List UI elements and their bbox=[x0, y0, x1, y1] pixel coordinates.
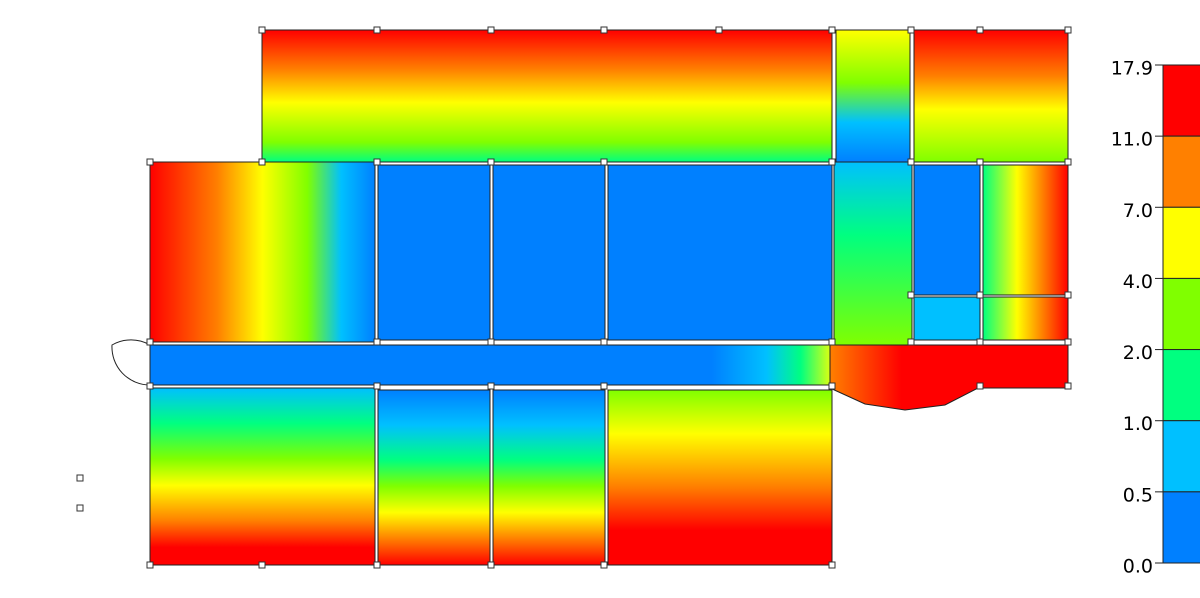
legend-swatch bbox=[1162, 135, 1200, 208]
legend-label: 0.5 bbox=[1123, 484, 1153, 506]
legend-label: 2.0 bbox=[1123, 342, 1153, 364]
legend-label: 0.0 bbox=[1123, 556, 1153, 578]
legend-label: 17.9 bbox=[1111, 58, 1153, 80]
legend-swatch bbox=[1162, 206, 1200, 279]
legend: 17.9 11.0 7.0 4.0 2.0 1.0 0.5 0.0 bbox=[1111, 58, 1200, 578]
floor-plan bbox=[111, 29, 1069, 566]
legend-label: 1.0 bbox=[1123, 413, 1153, 435]
wall-joints bbox=[76, 26, 1072, 569]
legend-label: 7.0 bbox=[1123, 200, 1153, 222]
legend-swatch bbox=[1162, 277, 1200, 351]
legend-label: 11.0 bbox=[1111, 129, 1153, 151]
legend-label: 4.0 bbox=[1123, 271, 1153, 293]
legend-swatch bbox=[1162, 349, 1200, 422]
legend-swatch bbox=[1162, 491, 1200, 564]
legend-swatch bbox=[1162, 64, 1200, 137]
legend-swatch bbox=[1162, 420, 1200, 493]
